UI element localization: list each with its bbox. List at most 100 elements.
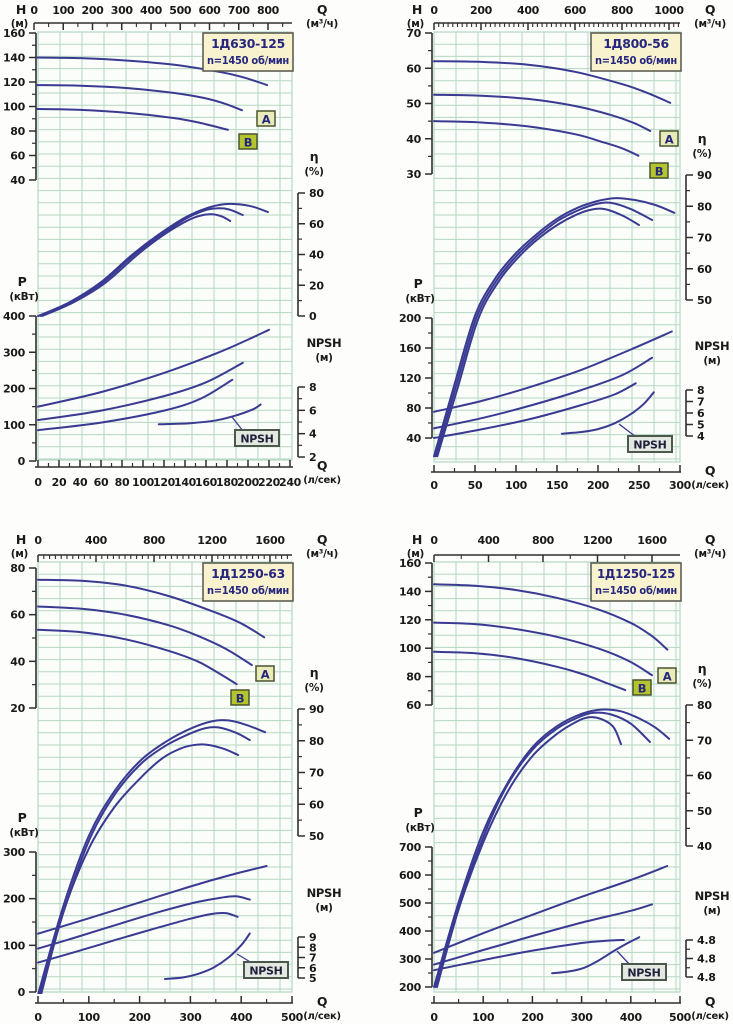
npsh-tag-leader (231, 416, 244, 432)
npsh-tag-box (243, 961, 289, 979)
chart-title: 1Д1250-63 (211, 566, 285, 581)
efficiency-curve-2 (434, 711, 651, 988)
curves (37, 578, 268, 994)
flow-bottom-axis-tick-label: 100 (472, 1011, 495, 1024)
efficiency-curve-3 (436, 716, 622, 988)
title-box-frame (590, 562, 682, 602)
power-axis-tick-label: 100 (3, 939, 26, 952)
head-axis-tick-label: 30 (406, 168, 421, 181)
npsh-axis-tick-label: 8 (697, 384, 704, 397)
head-curve-3 (433, 650, 627, 692)
npsh-axis-tick-label: 4 (697, 430, 705, 443)
flow-bottom-axis-title: Q (317, 458, 327, 473)
head-axis-tick-label: 60 (406, 62, 421, 75)
flow-top-axis-tick-label: 0 (34, 534, 42, 547)
head-axis-tick-label: 60 (10, 150, 25, 163)
marker-b-label: B (236, 692, 244, 706)
grid-border (433, 31, 681, 463)
power-axis-tick-label: 300 (3, 846, 26, 859)
grid-border (37, 561, 293, 993)
npsh-axis-tick-label: 7 (309, 952, 316, 965)
flow-bottom-axis-title: Q (705, 463, 715, 478)
npsh-curve (560, 391, 655, 435)
chart-cell-0: 0 100 200 300 400 500 600 700 800 0 20 40 60 80 100 120… (0, 0, 366, 512)
npsh-axis-unit: (м) (315, 352, 332, 364)
eta-axis-unit: (%) (692, 148, 711, 160)
flow-bottom-axis-tick-label: 0 (430, 1011, 438, 1024)
power-curve-3 (37, 378, 234, 432)
head-curve-2 (433, 621, 653, 677)
flow-top-axis-tick-label: 400 (140, 4, 163, 17)
flow-top-axis-tick-label: 1200 (583, 534, 613, 547)
chart-subtitle: n=1450 об/мин (595, 584, 677, 597)
power-axis-unit: (кВт) (405, 822, 434, 834)
eta-axis-tick-label: 50 (697, 294, 712, 307)
flow-top-axis-tick-label: 600 (564, 4, 587, 17)
npsh-axis-tick-label: 6 (309, 962, 317, 975)
flow-top-axis-unit: (м³/ч) (694, 18, 726, 30)
flow-top-axis-tick-label: 700 (228, 4, 251, 17)
flow-bottom-axis-tick-label: 0 (34, 1011, 42, 1024)
flow-bottom-axis-tick-label: 140 (174, 476, 197, 489)
marker-b-label: B (655, 165, 663, 179)
power-axis-tick-label: 200 (3, 893, 26, 906)
npsh-axis-tick-label: 4 (309, 428, 317, 441)
title-box-frame (590, 32, 682, 72)
eta-axis-tick-label: 80 (697, 699, 712, 712)
head-axis-tick-label: 160 (399, 557, 422, 570)
head-axis-tick-label: 60 (406, 699, 421, 712)
title-box: 1Д630-125 n=1450 об/мин (202, 32, 294, 72)
efficiency-curve-3 (40, 743, 240, 994)
power-axis-tick-label: 500 (399, 897, 422, 910)
flow-top-axis-tick-label: 200 (81, 4, 104, 17)
flow-top-axis-tick-label: 1600 (637, 534, 667, 547)
curve-markers: AB (649, 130, 679, 179)
npsh-tag-leader (618, 423, 637, 438)
eta-axis-title: η (310, 665, 319, 680)
head-axis-unit: (м) (11, 18, 28, 30)
power-axis-title: P (414, 276, 423, 291)
flow-top-axis-tick-label: 1000 (654, 4, 684, 17)
title-box-frame (202, 562, 294, 602)
npsh-axis-tick-label: 6 (697, 407, 705, 420)
chart-subtitle: n=1450 об/мин (595, 54, 677, 67)
head-axis-tick-label: 100 (3, 101, 26, 114)
efficiency-curve-1 (433, 708, 671, 988)
efficiency-curve-3 (436, 207, 640, 458)
title-box: 1Д1250-63 n=1450 об/мин (202, 562, 294, 602)
eta-axis-tick-label: 80 (697, 200, 712, 213)
power-axis-tick-label: 200 (399, 981, 422, 994)
flow-bottom-axis-tick-label: 160 (195, 476, 218, 489)
flow-bottom-axis-tick-label: 150 (546, 479, 569, 492)
flow-bottom-axis-unit: (л/сек) (303, 475, 341, 486)
npsh-tag-label: NPSH (240, 433, 273, 446)
efficiency-curve-1 (433, 197, 676, 458)
eta-axis-tick-label: 70 (697, 734, 712, 747)
eta-axis-tick-label: 70 (309, 767, 324, 780)
efficiency-curve-2 (39, 207, 244, 317)
flow-top-axis-title: Q (317, 532, 327, 547)
chart-title: 1Д630-125 (211, 36, 285, 51)
head-axis-title: H (412, 532, 422, 547)
npsh-curve (157, 403, 262, 426)
eta-axis-unit: (%) (304, 166, 323, 178)
flow-top-axis-tick-label: 800 (143, 534, 166, 547)
head-axis-tick-label: 140 (399, 585, 422, 598)
eta-axis-title: η (310, 149, 319, 164)
power-axis-tick-label: 200 (399, 312, 422, 325)
marker-a-label: A (262, 113, 271, 127)
power-axis-tick-label: 0 (18, 455, 26, 468)
power-axis-tick-label: 0 (18, 986, 26, 999)
flow-top-axis-tick-label: 500 (169, 4, 192, 17)
head-axis-tick-label: 100 (399, 642, 422, 655)
head-axis-tick-label: 80 (10, 125, 25, 138)
npsh-axis-tick-label: 4.8 (697, 971, 716, 984)
power-curve-2 (433, 903, 653, 966)
chart-1Д1250-125: 0 400 800 1200 1600 0 100 200 300 400 500 160 140 120… (399, 532, 730, 1024)
npsh-axis-unit: (м) (315, 902, 332, 914)
flow-bottom-axis-unit: (л/сек) (303, 1011, 341, 1022)
flow-top-axis-tick-label: 400 (477, 534, 500, 547)
